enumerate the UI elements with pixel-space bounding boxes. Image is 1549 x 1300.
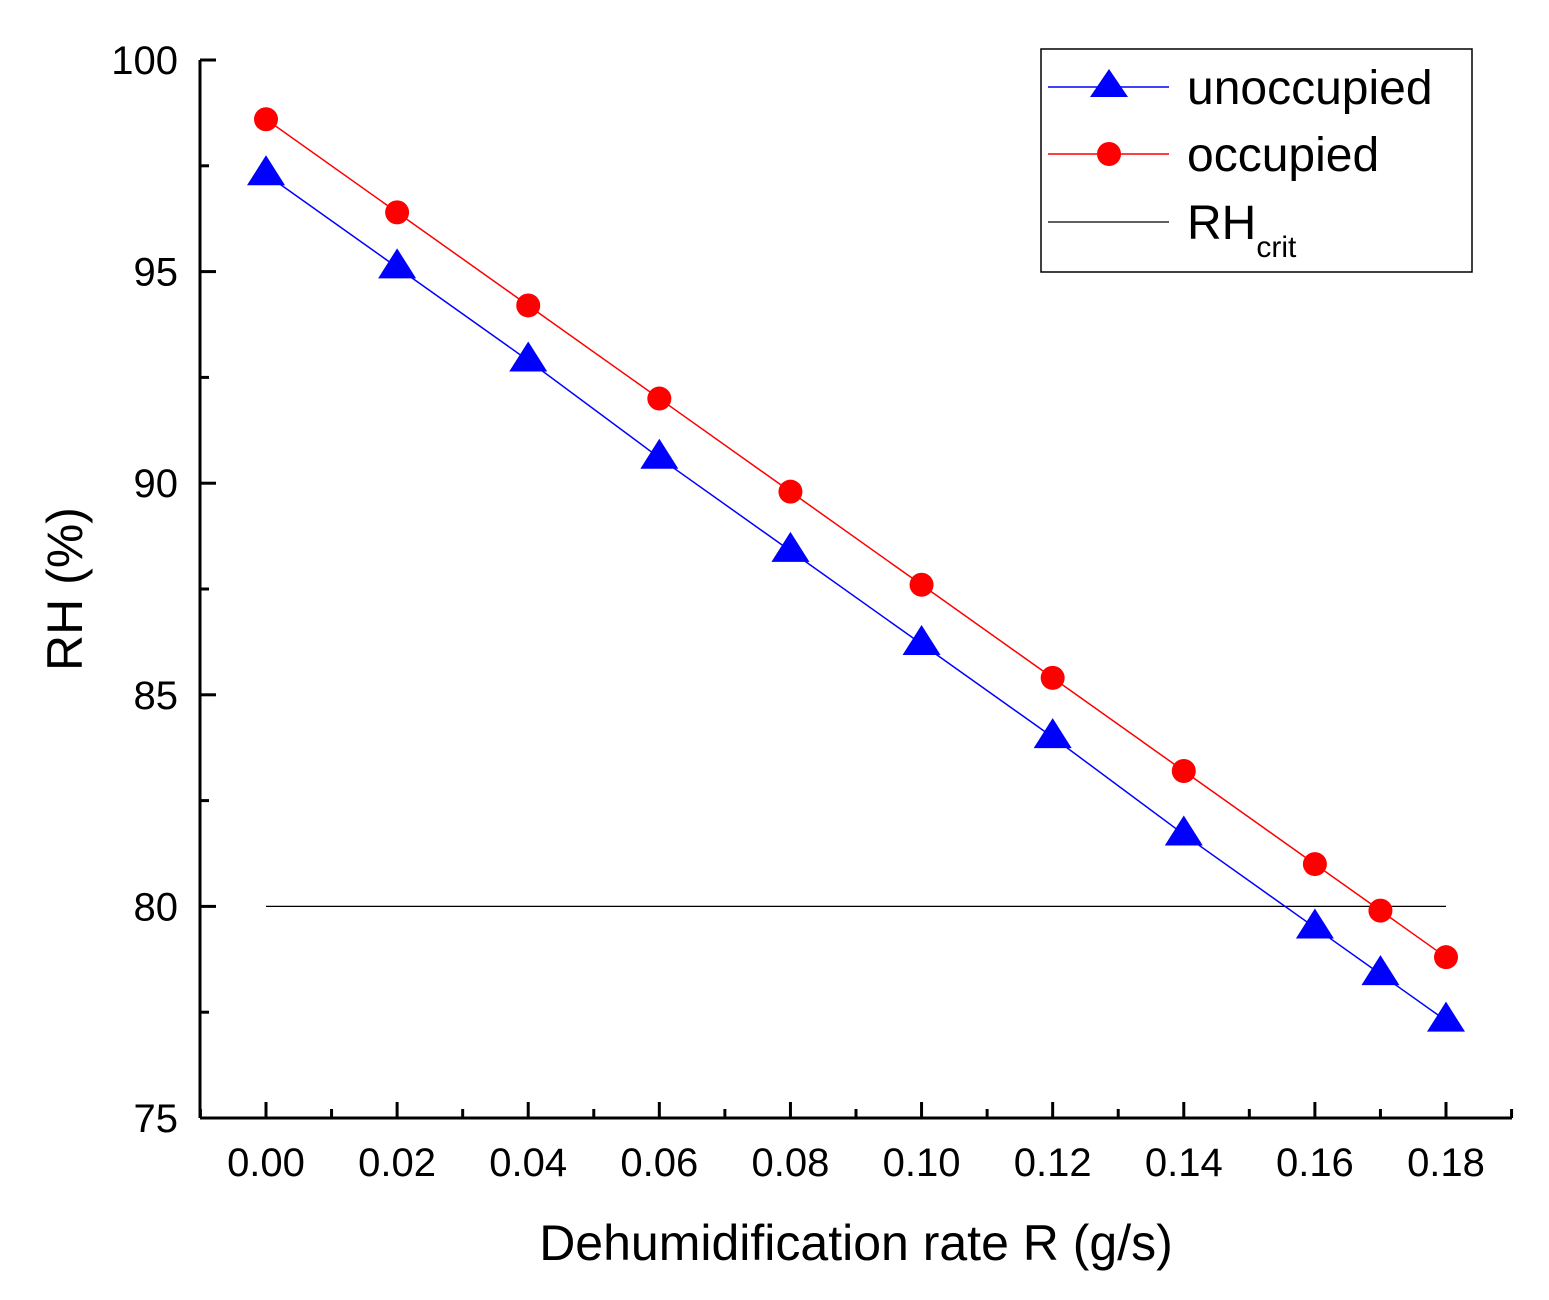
x-tick-label: 0.12 — [1014, 1141, 1092, 1185]
data-point-occupied — [1434, 945, 1458, 970]
x-ticks: 0.00 0.02 0.04 0.06 0.08 0.10 0.12 0.14 0.16 0.18 — [198, 1102, 1514, 1185]
data-point-occupied — [909, 572, 934, 597]
x-tick-label: 0.10 — [883, 1141, 961, 1185]
data-point-occupied — [516, 293, 541, 318]
x-tick-label: 0.00 — [227, 1141, 305, 1185]
y-ticks: 75 80 85 90 95 100 — [111, 39, 216, 1141]
data-point-occupied — [647, 386, 672, 411]
legend-entry-rh-crit: RHcrit — [1048, 197, 1297, 264]
y-tick-label: 90 — [134, 462, 179, 506]
legend-label-occupied: occupied — [1187, 129, 1379, 182]
x-tick-label: 0.06 — [620, 1141, 698, 1185]
legend: unoccupied occupied RHcrit — [1040, 48, 1473, 273]
y-tick-label: 75 — [134, 1097, 179, 1141]
data-point-occupied — [1171, 758, 1196, 783]
data-point-occupied — [778, 479, 803, 504]
y-tick-label: 80 — [134, 885, 179, 929]
data-point-occupied — [1040, 665, 1065, 690]
data-point-occupied — [385, 200, 410, 225]
data-point-unoccupied — [1164, 815, 1203, 846]
data-point-unoccupied — [771, 531, 810, 562]
data-point-unoccupied — [640, 438, 679, 469]
legend-marker-unoccupied — [1090, 69, 1128, 97]
y-tick-label: 100 — [111, 39, 178, 83]
legend-entry-occupied: occupied — [1048, 129, 1379, 182]
data-point-unoccupied — [247, 155, 285, 186]
legend-marker-occupied — [1097, 142, 1121, 166]
x-tick-label: 0.14 — [1145, 1141, 1223, 1185]
data-point-unoccupied — [1033, 718, 1072, 749]
x-tick-label: 0.04 — [489, 1141, 567, 1185]
x-tick-label: 0.02 — [358, 1141, 436, 1185]
y-tick-label: 85 — [134, 674, 179, 718]
x-tick-label: 0.18 — [1407, 1141, 1485, 1185]
data-point-occupied — [254, 107, 278, 132]
legend-label-unoccupied: unoccupied — [1187, 62, 1433, 115]
data-point-occupied — [1302, 852, 1327, 877]
x-tick-label: 0.16 — [1276, 1141, 1354, 1185]
series-line-unoccupied — [265, 173, 1447, 1022]
data-point-unoccupied — [1361, 955, 1400, 986]
legend-entry-unoccupied: unoccupied — [1048, 62, 1433, 115]
x-axis-title: Dehumidification rate R (g/s) — [539, 1215, 1173, 1271]
series-layer — [247, 107, 1465, 1032]
legend-label-rh-crit: RHcrit — [1187, 197, 1297, 264]
data-point-unoccupied — [1427, 1001, 1465, 1032]
data-point-unoccupied — [1295, 908, 1334, 939]
y-axis-title: RH (%) — [37, 507, 93, 671]
data-point-unoccupied — [509, 341, 548, 372]
legend-label-crit-subscript: crit — [1256, 231, 1297, 264]
legend-label-rh: RH — [1187, 197, 1256, 250]
y-tick-label: 95 — [134, 251, 179, 295]
data-point-occupied — [1368, 898, 1393, 923]
data-point-unoccupied — [378, 248, 417, 279]
data-point-unoccupied — [902, 625, 941, 656]
x-tick-label: 0.08 — [752, 1141, 830, 1185]
